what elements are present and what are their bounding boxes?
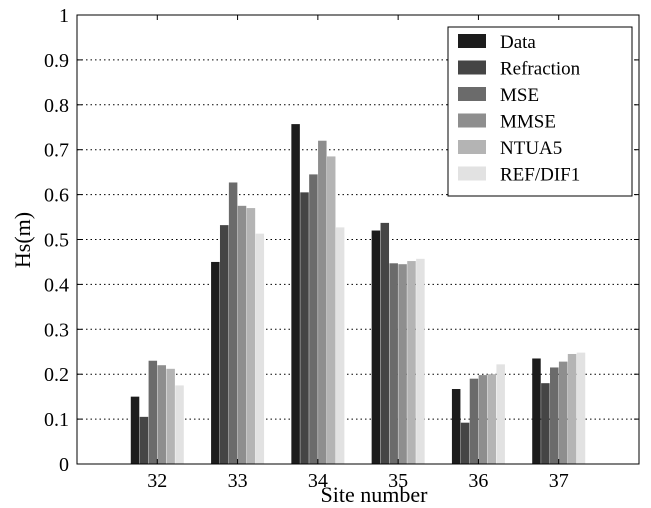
legend: Data Refraction MSE MMSE NTUA5 REF/DIF1: [447, 26, 633, 197]
x-tick-label: 34: [308, 470, 328, 492]
y-tick-label: 0: [59, 454, 69, 476]
bar-33-1: [219, 225, 229, 464]
y-tick-label: 0.4: [44, 274, 69, 296]
bar-36-5: [496, 364, 505, 464]
legend-swatch-1: [458, 60, 486, 75]
bar-37-2: [550, 367, 559, 464]
bar-36-1: [460, 422, 470, 464]
y-axis-ticks: 0 0.1 0.2 0.3 0.4 0.5 0.6 0.7 0.8 0.9 1: [44, 5, 639, 476]
legend-swatch-4: [458, 140, 486, 154]
bar-37-4: [567, 353, 577, 464]
bar-36-3: [478, 375, 488, 464]
bar-32-5: [175, 385, 184, 464]
bar-32-1: [139, 416, 149, 464]
bar-36-0: [451, 389, 461, 464]
bar-37-3: [558, 361, 568, 464]
bars: [130, 124, 586, 465]
bar-35-4: [407, 261, 416, 464]
y-tick-label: 0.7: [44, 140, 69, 162]
bar-33-5: [255, 233, 265, 464]
y-tick-label: 1: [59, 5, 69, 27]
bar-32-0: [130, 396, 140, 464]
bar-32-4: [166, 368, 175, 464]
legend-swatch-2: [458, 87, 486, 101]
bar-35-5: [416, 258, 425, 464]
bar-36-2: [469, 378, 479, 464]
bar-34-3: [318, 140, 327, 464]
y-axis-label: Hs(m): [10, 212, 35, 268]
y-tick-label: 0.9: [44, 50, 69, 72]
bar-37-0: [532, 358, 541, 464]
y-tick-label: 0.5: [44, 230, 69, 252]
bar-36-4: [487, 374, 497, 464]
bar-34-1: [300, 192, 309, 465]
legend-swatch-0: [458, 34, 486, 48]
legend-label-3: MMSE: [500, 112, 556, 133]
y-tick-label: 0.3: [44, 319, 69, 341]
bar-35-1: [380, 222, 390, 464]
y-tick-label: 0.2: [44, 364, 69, 386]
bar-35-0: [371, 230, 381, 464]
x-axis-label: Site number: [321, 482, 429, 507]
legend-label-0: Data: [500, 32, 536, 53]
bar-34-5: [335, 227, 345, 464]
bar-34-4: [326, 156, 336, 464]
x-tick-label: 37: [549, 470, 569, 492]
legend-label-5: REF/DIF1: [500, 165, 580, 186]
bar-33-0: [211, 261, 220, 464]
bar-37-1: [541, 383, 550, 464]
bar-33-4: [246, 208, 256, 464]
bar-34-0: [291, 124, 300, 465]
x-tick-label: 32: [147, 470, 167, 492]
bar-33-2: [228, 182, 238, 465]
x-tick-label: 35: [388, 470, 408, 492]
bar-32-2: [148, 360, 158, 464]
legend-swatch-3: [458, 113, 486, 128]
bar-32-3: [157, 365, 166, 464]
y-tick-label: 0.6: [44, 185, 69, 207]
x-tick-label: 36: [468, 470, 488, 492]
legend-label-4: NTUA5: [500, 138, 562, 159]
x-axis-ticks: 32 33 34 35 36 37: [147, 15, 569, 492]
y-tick-label: 0.1: [44, 409, 69, 431]
x-tick-label: 33: [228, 470, 248, 492]
bar-35-3: [398, 264, 407, 464]
y-tick-label: 0.8: [44, 95, 69, 117]
bar-33-3: [237, 205, 247, 464]
bar-35-2: [389, 263, 398, 464]
bar-37-5: [576, 352, 586, 464]
legend-label-2: MSE: [500, 85, 539, 106]
legend-label-1: Refraction: [500, 59, 581, 80]
legend-swatch-5: [458, 166, 486, 181]
bar-34-2: [309, 174, 318, 464]
